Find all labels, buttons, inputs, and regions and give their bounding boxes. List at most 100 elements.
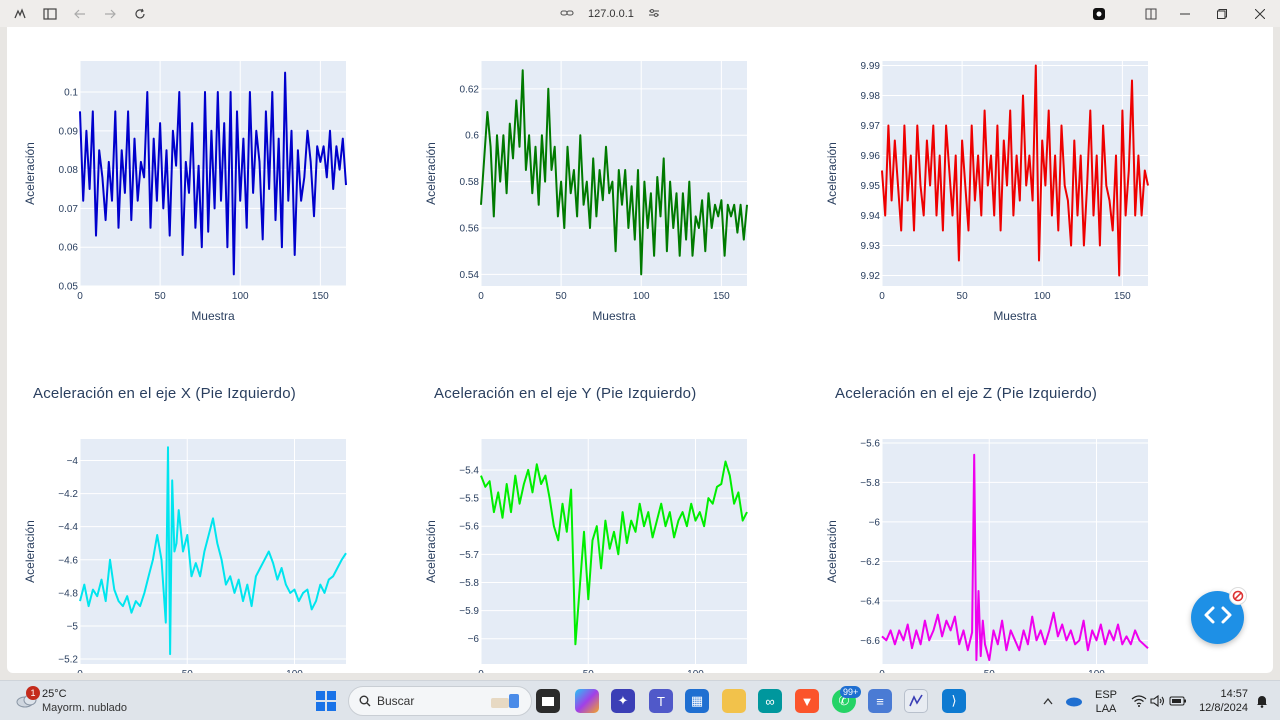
blocked-icon[interactable] [1229,587,1247,605]
y-tick-label: 0.07 [59,204,79,215]
brave-browser-icon[interactable]: ▼ [795,689,819,713]
onedrive-icon[interactable] [1062,689,1086,713]
y-tick-label: 0.62 [460,84,480,95]
y-axis-label: Aceleración [23,142,37,205]
y-tick-label: 9.97 [861,121,881,132]
site-settings-icon[interactable] [648,8,660,21]
notepad-icon[interactable]: ≡ [868,689,892,713]
language-indicator[interactable]: ESP LAA [1092,688,1120,716]
clock-date: 12/8/2024 [1199,702,1248,714]
x-tick-label: 100 [286,669,303,673]
y-tick-label: −6.4 [860,596,880,607]
y-axis-label: Aceleración [825,142,839,205]
app-pinned-icon[interactable]: ✦ [611,689,635,713]
close-icon[interactable] [1248,4,1272,24]
split-view-icon[interactable] [1139,4,1163,24]
y-tick-label: −5.8 [860,478,880,489]
active-app-icon[interactable] [904,689,928,713]
y-tick-label: −4 [67,456,79,467]
file-explorer-icon[interactable] [722,689,746,713]
x-tick-label: 50 [957,291,969,302]
sidebar-toggle-icon[interactable] [40,4,60,24]
y-tick-label: −4.6 [58,555,78,566]
minimize-icon[interactable] [1173,4,1197,24]
arduino-icon[interactable]: ∞ [758,689,782,713]
y-tick-label: −5.6 [860,438,880,449]
series-line [480,460,748,646]
chart-x-acceleration-top[interactable]: 0 50 100 150 0.05 0.06 0.07 0.08 0.09 0.1 Acelerac… [20,57,365,327]
y-tick-label: 0.58 [460,177,480,188]
y-tick-label: −4.4 [58,522,78,533]
x-tick-label: 100 [633,291,650,302]
maximize-icon[interactable] [1210,4,1234,24]
y-axis-label: Aceleración [23,520,37,583]
chart-z-acceleration-top[interactable]: 0 50 100 150 9.92 9.93 9.94 9.95 9.96 9.97 9.98 9.9… [822,57,1167,327]
volume-icon[interactable] [1146,689,1170,713]
x-tick-label: 50 [155,291,167,302]
vscode-icon[interactable]: ⟩ [942,689,966,713]
clock[interactable]: 14:57 12/8/2024 [1192,687,1248,715]
y-tick-label: 0.54 [460,270,480,281]
url-text: 127.0.0.1 [588,8,634,20]
y-tick-label: 9.98 [861,91,881,102]
y-tick-label: −5.5 [459,494,479,505]
search-icon [359,695,371,710]
profile-icon[interactable] [1087,4,1111,24]
notification-bell-icon[interactable] [1250,689,1274,713]
x-tick-label: 150 [1114,291,1131,302]
y-tick-label: 0.56 [460,224,480,235]
back-icon[interactable] [70,4,90,24]
y-tick-label: −5.2 [58,655,78,666]
y-tick-label: −6 [869,517,881,528]
x-tick-label: 0 [77,669,83,673]
weather-temp: 25°C [42,688,67,700]
reload-icon[interactable] [130,4,150,24]
chart-z-acceleration-left-foot[interactable]: 0 50 100 −6.6 −6.4 −6.2 −6 −5.8 −5.6 Aceleración [822,435,1167,673]
taskbar-search[interactable]: Buscar [348,686,532,716]
weather-widget[interactable]: 1 25°C Mayorm. nublado [14,686,164,716]
y-tick-label: −6.2 [860,557,880,568]
code-icon [1203,605,1233,630]
extensions-icon[interactable] [10,4,30,24]
x-tick-label: 100 [1034,291,1051,302]
chart-x-acceleration-left-foot[interactable]: 0 50 100 −5.2 −5 −4.8 −4.6 −4.4 −4.2 −4 Aceleració… [20,435,365,673]
y-tick-label: 9.99 [861,61,881,72]
forward-icon[interactable] [100,4,120,24]
y-axis-label: Aceleración [825,520,839,583]
y-tick-label: 9.96 [861,151,881,162]
x-axis-label: Muestra [191,309,235,323]
x-tick-label: 100 [232,291,249,302]
battery-icon[interactable] [1166,689,1190,713]
y-tick-label: 9.94 [861,211,881,222]
store-icon[interactable]: ▦ [685,689,709,713]
chart-y-acceleration-top[interactable]: 0 50 100 150 0.54 0.56 0.58 0.6 0.62 Aceleración M… [421,57,766,327]
search-highlight-icon [489,692,523,713]
task-view-icon[interactable] [536,689,560,713]
windows-start-icon[interactable] [314,689,338,713]
y-axis-label: Aceleración [424,142,438,205]
address-bar[interactable]: 127.0.0.1 [560,4,660,24]
copilot-icon[interactable] [575,689,599,713]
link-icon [560,8,574,21]
y-tick-label: −5.7 [459,550,479,561]
x-tick-label: 50 [984,669,996,673]
y-tick-label: 9.92 [861,271,881,282]
wifi-icon[interactable] [1127,689,1151,713]
x-tick-label: 100 [687,669,704,673]
y-tick-label: 0.6 [465,131,479,142]
y-tick-label: −5.8 [459,578,479,589]
teams-icon[interactable]: T [649,689,673,713]
lang-bottom: LAA [1095,703,1117,715]
series-line [79,71,347,276]
chevron-up-icon[interactable] [1036,689,1060,713]
y-tick-label: −6.6 [860,636,880,647]
y-tick-label: 0.08 [59,165,79,176]
y-tick-label: −6 [468,634,480,645]
chart-svg: 0 50 100 150 9.92 9.93 9.94 9.95 9.96 9.97 9.98 9.9… [825,61,1149,323]
y-tick-label: −5.4 [459,465,479,476]
chart-svg: 0 50 100 150 0.54 0.56 0.58 0.6 0.62 Aceleración M… [424,61,748,323]
chart-y-acceleration-left-foot[interactable]: 0 50 100 −6 −5.9 −5.8 −5.7 −5.6 −5.5 −5.4 Acelerac… [421,435,766,673]
y-tick-label: 0.09 [59,126,79,137]
x-tick-label: 50 [583,669,595,673]
y-tick-label: −5.9 [459,606,479,617]
